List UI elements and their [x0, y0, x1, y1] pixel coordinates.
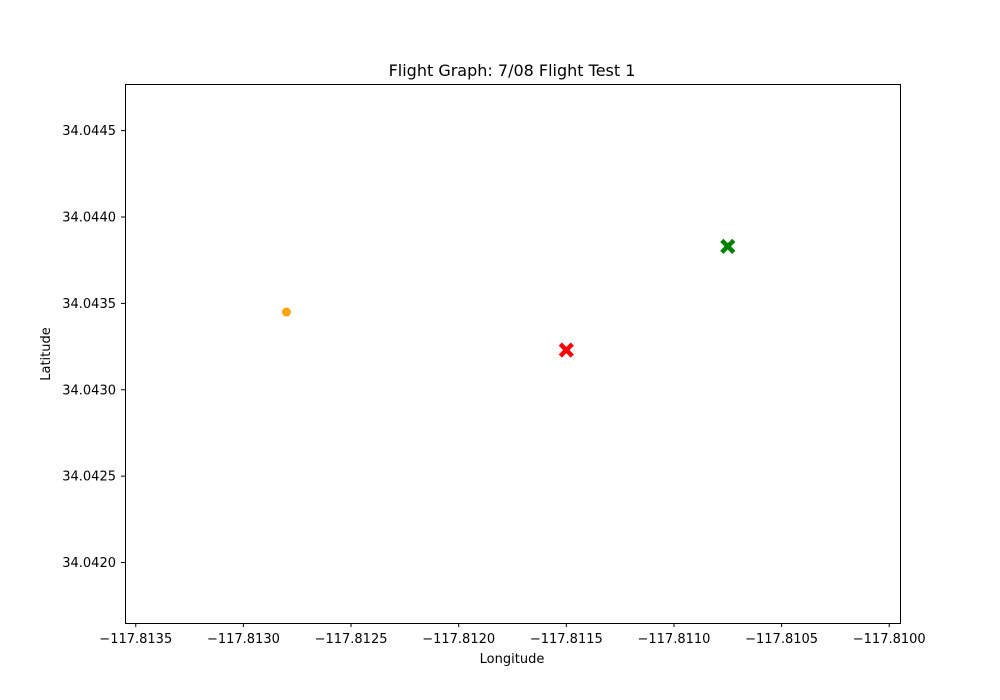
x-tick-label: −117.8120 — [422, 632, 495, 647]
y-tick-label: 34.0425 — [62, 470, 116, 485]
x-tick-label: −117.8130 — [207, 632, 280, 647]
x-tick-label: −117.8110 — [637, 632, 710, 647]
data-points — [281, 238, 736, 358]
x-tick-label: −117.8125 — [315, 632, 388, 647]
x-tick-label: −117.8115 — [530, 632, 603, 647]
y-tick-label: 34.0420 — [62, 556, 116, 571]
y-tick-label: 34.0435 — [62, 297, 116, 312]
x-tick-label: −117.8105 — [745, 632, 818, 647]
x-tick-label: −117.8100 — [853, 632, 926, 647]
data-point-x-marker — [720, 238, 736, 254]
y-axis-label: Latitude — [39, 327, 54, 381]
plot-area — [125, 84, 900, 623]
x-axis-ticks: −117.8135 −117.8130 −117.8125 −117.8120 −117… — [99, 623, 926, 647]
data-point-circle — [281, 307, 291, 317]
data-point-x-marker — [558, 342, 574, 358]
x-axis-label: Longitude — [480, 652, 545, 667]
y-tick-label: 34.0430 — [62, 383, 116, 398]
x-tick-label: −117.8135 — [99, 632, 172, 647]
chart-title: Flight Graph: 7/08 Flight Test 1 — [389, 61, 636, 80]
y-axis-ticks: 34.0420 34.0425 34.0430 34.0435 34.0440 34.04… — [62, 124, 125, 571]
plot-frame — [125, 84, 901, 624]
y-tick-label: 34.0440 — [62, 211, 116, 226]
y-tick-label: 34.0445 — [62, 124, 116, 139]
